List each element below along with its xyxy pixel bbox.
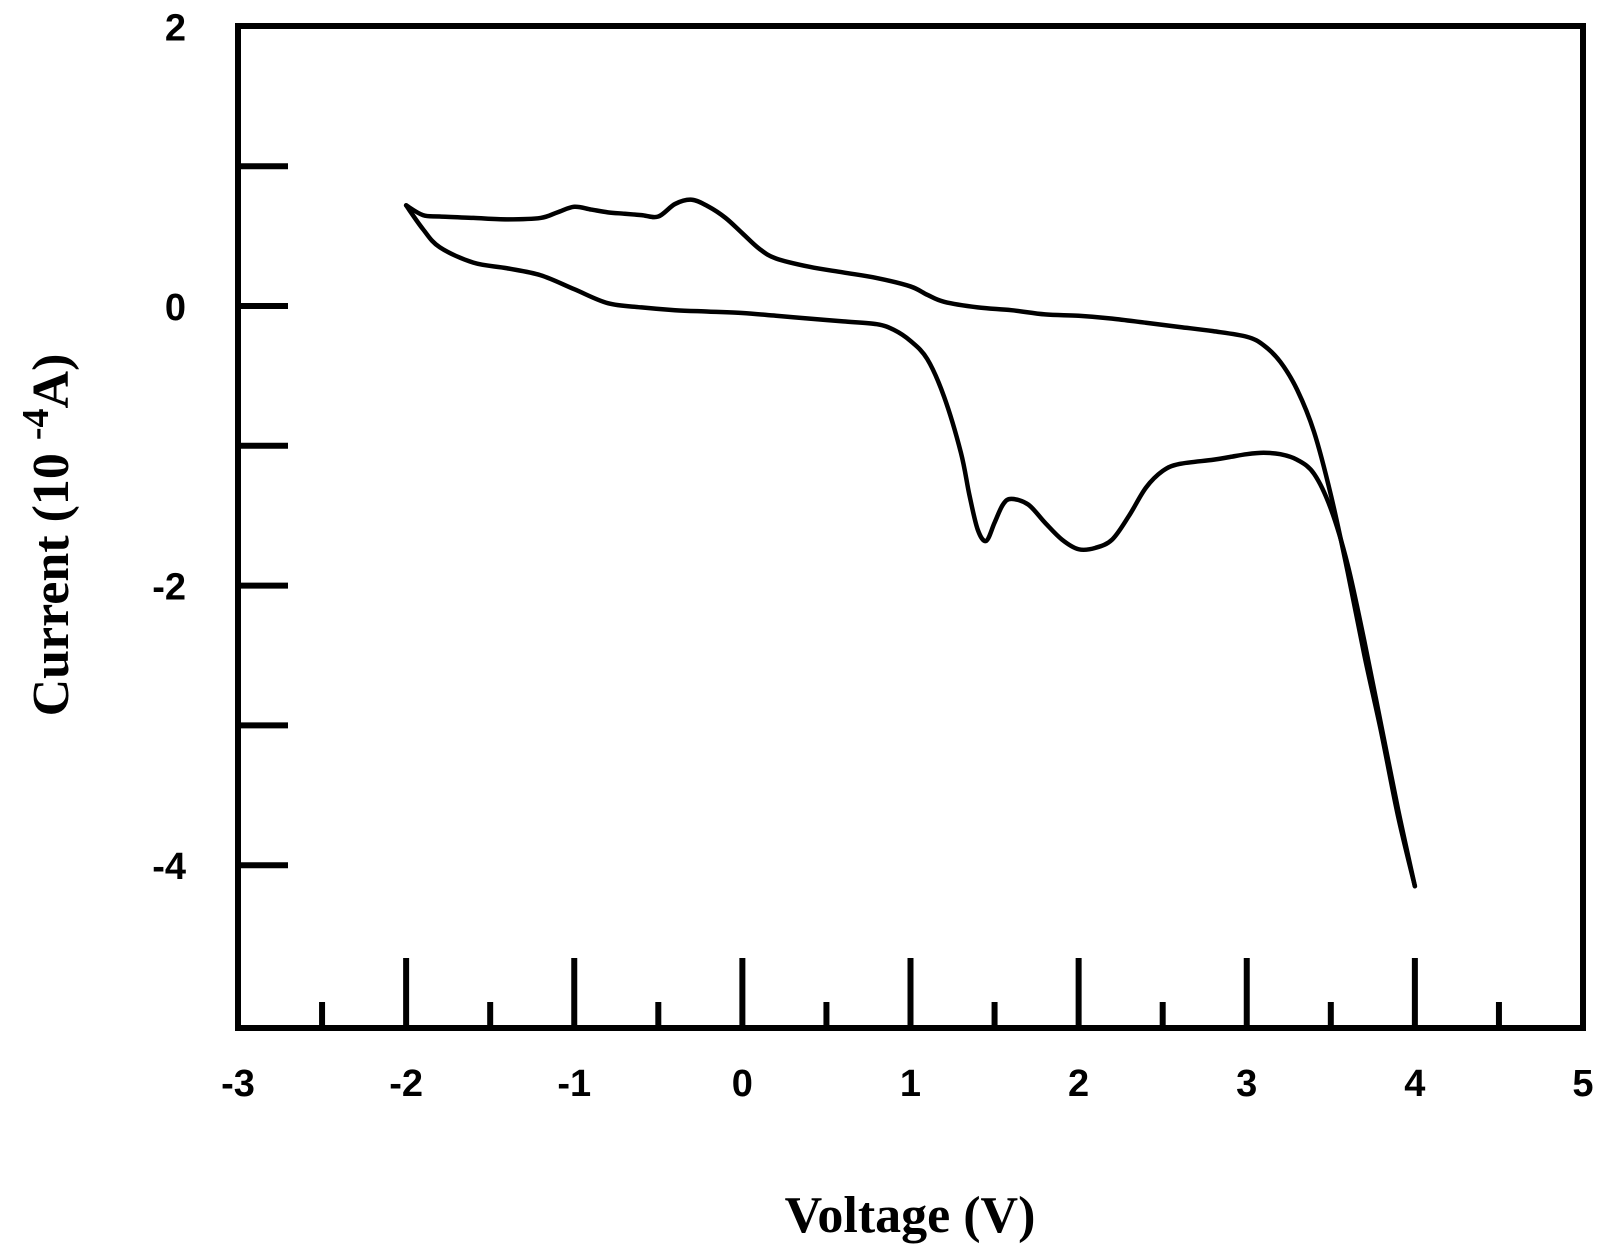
series-line-2 <box>403 203 1418 889</box>
x-tick-label: 3 <box>1236 1063 1257 1105</box>
y-axis-title-exponent: -4 <box>15 408 57 440</box>
x-tick-label: -1 <box>557 1063 591 1105</box>
y-axis-ticks: 2 0 -2 -4 <box>152 7 288 888</box>
x-tick-label: 5 <box>1572 1063 1593 1105</box>
x-tick-label: 4 <box>1404 1063 1425 1105</box>
x-axis-ticks: -3 -2 -1 0 1 2 3 4 5 <box>221 958 1594 1105</box>
plot-frame <box>235 23 1586 1031</box>
y-axis-title-main: Current (10 <box>23 440 80 716</box>
x-tick-label: -2 <box>389 1063 423 1105</box>
y-tick-label: -2 <box>152 567 186 609</box>
y-tick-label: -4 <box>152 846 186 888</box>
series-line-1 <box>403 197 1418 889</box>
y-tick-label: 2 <box>165 7 186 49</box>
x-axis-title: Voltage (V) <box>785 1187 1036 1244</box>
x-tick-label: 0 <box>732 1063 753 1105</box>
x-tick-label: 1 <box>900 1063 921 1105</box>
y-axis-title: Current (10 -4A) <box>15 354 80 717</box>
x-tick-label: -3 <box>221 1063 255 1105</box>
data-series <box>403 197 1418 889</box>
y-tick-label: 0 <box>165 287 186 329</box>
y-axis-title-unit: A) <box>23 354 80 409</box>
x-tick-label: 2 <box>1068 1063 1089 1105</box>
